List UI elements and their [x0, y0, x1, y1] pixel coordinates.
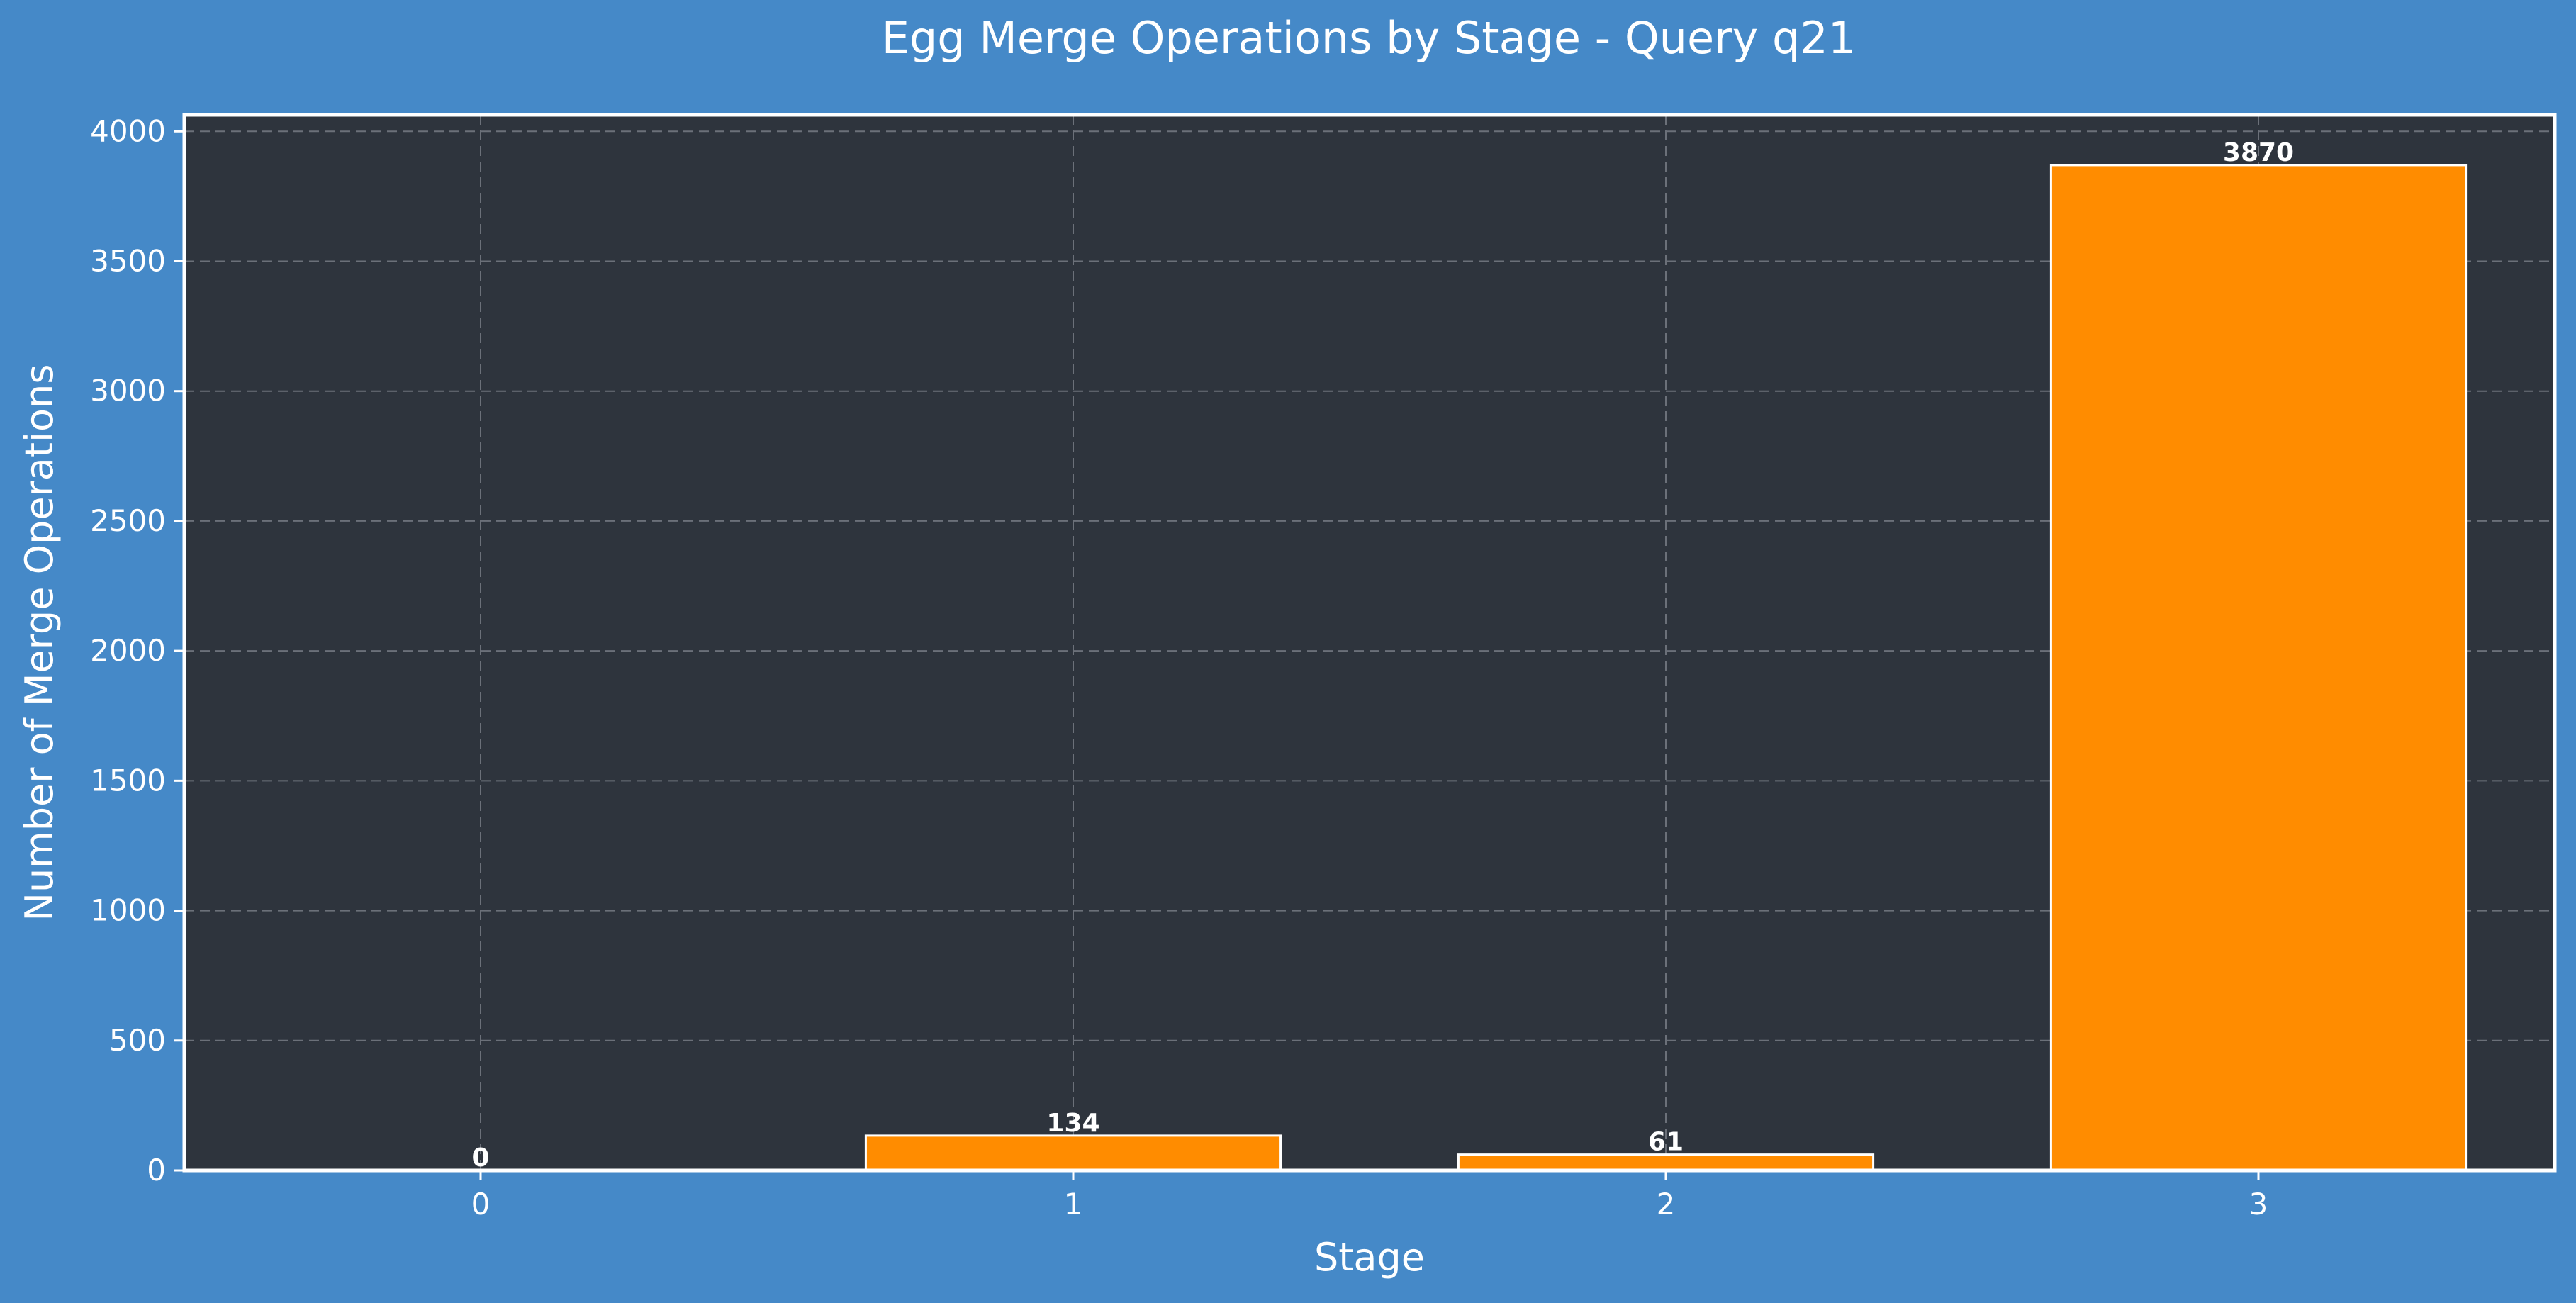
- data-label: 61: [1648, 1128, 1684, 1157]
- bar-stage-1: [864, 1134, 1282, 1172]
- x-tick-label: 0: [471, 1187, 491, 1221]
- y-tick-label: 2000: [90, 633, 166, 668]
- data-label: 3870: [2223, 138, 2294, 167]
- plot-frame: [182, 113, 2557, 1173]
- data-label: 0: [471, 1143, 489, 1173]
- x-axis-label: Stage: [1314, 1235, 1425, 1280]
- bars: [864, 164, 2468, 1172]
- x-tick-label: 2: [1657, 1187, 1676, 1221]
- y-axis-label: Number of Merge Operations: [17, 364, 62, 922]
- bar-stage-3: [2049, 164, 2468, 1172]
- y-tick-label: 3500: [90, 243, 166, 278]
- chart-title: Egg Merge Operations by Stage - Query q2…: [882, 12, 1856, 64]
- bar-stage-2: [1457, 1153, 1875, 1172]
- x-tick-label: 3: [2249, 1187, 2268, 1221]
- y-tick-label: 3000: [90, 374, 166, 408]
- data-labels: 0 134 61 3870: [471, 138, 2294, 1173]
- y-tick-label: 1500: [90, 763, 166, 798]
- data-label: 134: [1046, 1109, 1099, 1138]
- axis-ticks: 0 500 1000 1500 2000 2500 3000 3500 4000 0 1 2 3: [90, 113, 2268, 1221]
- y-tick-label: 500: [109, 1023, 166, 1058]
- y-tick-label: 1000: [90, 893, 166, 928]
- y-tick-label: 2500: [90, 503, 166, 538]
- x-tick-label: 1: [1064, 1187, 1083, 1221]
- y-tick-label: 4000: [90, 113, 166, 148]
- y-tick-label: 0: [147, 1153, 166, 1187]
